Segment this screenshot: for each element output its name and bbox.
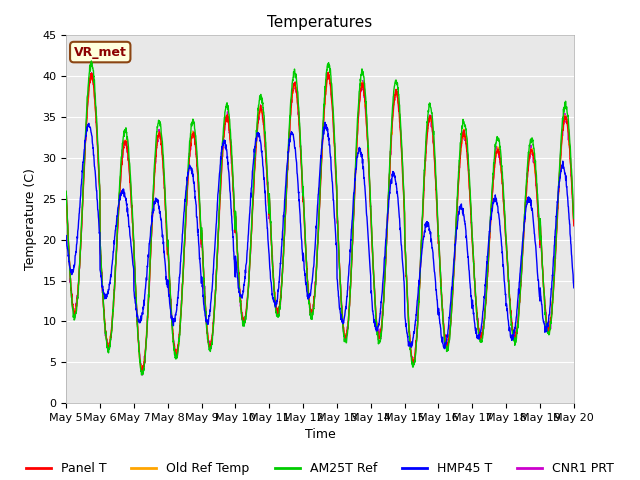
HMP45 T [525,194,533,200]
CNR1 PRT [468,219,476,225]
Panel T [324,70,332,75]
Panel T [138,370,146,375]
HMP45 T [570,285,578,291]
Panel T [540,281,547,287]
Panel T [525,153,533,158]
HMP45 T [321,120,329,125]
CNR1 PRT [204,340,212,346]
HMP45 T [62,233,70,239]
CNR1 PRT [335,248,342,254]
AM25T Ref [62,188,70,194]
Old Ref Temp [62,193,70,199]
AM25T Ref [335,245,342,251]
Line: CNR1 PRT: CNR1 PRT [66,72,574,375]
AM25T Ref [570,216,578,221]
Line: Panel T: Panel T [66,72,574,372]
Panel T [62,189,70,195]
HMP45 T [335,294,342,300]
AM25T Ref [525,142,533,148]
Panel T [570,223,578,228]
CNR1 PRT [88,70,95,75]
AM25T Ref [468,218,476,224]
HMP45 T [468,298,476,304]
AM25T Ref [346,296,353,302]
Old Ref Temp [540,283,547,289]
CNR1 PRT [62,190,70,196]
Legend: Panel T, Old Ref Temp, AM25T Ref, HMP45 T, CNR1 PRT: Panel T, Old Ref Temp, AM25T Ref, HMP45 … [21,457,619,480]
HMP45 T [204,319,212,325]
Old Ref Temp [325,71,333,77]
Old Ref Temp [525,155,533,160]
HMP45 T [441,346,449,351]
CNR1 PRT [540,284,547,290]
Old Ref Temp [204,333,212,338]
Panel T [468,224,476,230]
AM25T Ref [138,372,146,378]
HMP45 T [540,319,547,325]
AM25T Ref [88,58,95,64]
Panel T [204,335,212,340]
Text: VR_met: VR_met [74,46,127,59]
Line: AM25T Ref: AM25T Ref [66,61,574,375]
Old Ref Temp [335,246,342,252]
CNR1 PRT [525,149,533,155]
Panel T [346,295,353,300]
CNR1 PRT [346,297,353,302]
X-axis label: Time: Time [305,429,335,442]
CNR1 PRT [138,372,146,378]
Old Ref Temp [138,370,146,375]
Old Ref Temp [570,221,578,227]
Old Ref Temp [346,299,353,304]
AM25T Ref [204,340,212,346]
Panel T [335,249,342,255]
Old Ref Temp [468,225,476,231]
AM25T Ref [540,284,547,289]
Line: HMP45 T: HMP45 T [66,122,574,348]
Y-axis label: Temperature (C): Temperature (C) [24,168,36,270]
Title: Temperatures: Temperatures [268,15,372,30]
Line: Old Ref Temp: Old Ref Temp [66,74,574,372]
CNR1 PRT [570,217,578,223]
HMP45 T [346,261,353,266]
